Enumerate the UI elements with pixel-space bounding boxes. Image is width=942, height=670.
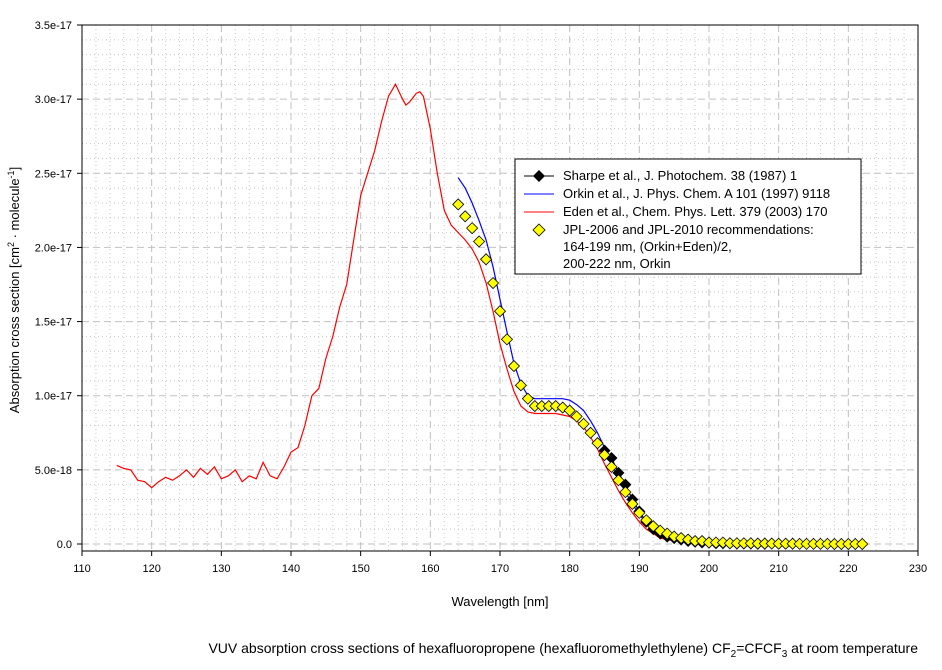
y-tick-label: 2.5e-17: [35, 168, 72, 180]
data-point-diamond: [514, 379, 527, 392]
data-point-diamond: [480, 253, 493, 266]
series-2: [116, 83, 675, 542]
data-point-diamond: [452, 198, 465, 211]
x-axis-label: Wavelength [nm]: [451, 594, 548, 609]
data-point-diamond: [668, 530, 681, 543]
legend-label-sharpe: Sharpe et al., J. Photochem. 38 (1987) 1: [563, 168, 797, 183]
x-tick-label: 150: [351, 563, 369, 575]
data-point-diamond: [612, 466, 625, 479]
x-tick-label: 210: [769, 563, 787, 575]
series-line: [116, 83, 675, 542]
grid: [81, 24, 919, 551]
data-point-diamond: [466, 222, 479, 235]
series-layer: [116, 83, 869, 551]
y-tick-label: 0.0: [57, 539, 72, 551]
y-axis-label: Absorption cross section [cm2 · molecule…: [6, 167, 22, 413]
y-tick-label: 3.0e-17: [35, 94, 72, 106]
data-point-diamond: [584, 426, 597, 439]
x-tick-label: 200: [700, 563, 718, 575]
data-point-diamond: [591, 437, 604, 450]
figure-caption: VUV absorption cross sections of hexaflu…: [208, 640, 918, 660]
data-point-diamond: [856, 537, 869, 551]
data-point-diamond: [647, 520, 660, 533]
x-tick-label: 160: [421, 563, 439, 575]
legend-box: [514, 158, 862, 275]
y-axis: 0.0 5.0e-18 1.0e-17 1.5e-17 2.0e-17 2.5e-17 3.…: [35, 20, 82, 551]
x-tick-label: 180: [560, 563, 578, 575]
data-point-diamond: [563, 404, 576, 417]
data-point-diamond: [459, 210, 472, 223]
data-point-diamond: [500, 333, 514, 346]
y-tick-label: 1.0e-17: [35, 391, 72, 403]
legend-label-orkin: Orkin et al., J. Phys. Chem. A 101 (1997…: [563, 186, 830, 201]
data-point-diamond: [521, 392, 534, 405]
x-tick-label: 220: [839, 563, 857, 575]
series-3: [452, 198, 869, 551]
x-tick-label: 190: [630, 563, 648, 575]
data-point-diamond: [640, 514, 653, 527]
data-point-diamond: [612, 474, 625, 487]
data-point-diamond: [507, 359, 520, 373]
x-tick-label: 130: [212, 563, 230, 575]
legend-label-jpl: JPL-2006 and JPL-2010 recommendations:: [563, 222, 814, 237]
x-axis: 110 120 130 140 150 160 170 180 190 200 210 220 230: [73, 551, 927, 575]
y-tick-label: 1.5e-17: [35, 317, 72, 329]
y-tick-label: 3.5e-17: [35, 20, 72, 32]
data-point-diamond: [626, 497, 639, 511]
y-tick-label: 2.0e-17: [35, 242, 72, 254]
legend: Sharpe et al., J. Photochem. 38 (1987) 1…: [514, 158, 862, 275]
data-point-diamond: [598, 448, 611, 462]
data-point-diamond: [486, 276, 500, 290]
data-point-diamond: [493, 305, 507, 318]
data-point-diamond: [570, 410, 583, 423]
data-point-diamond: [473, 235, 486, 248]
legend-label-jpl-line3: 200-222 nm, Orkin: [563, 256, 671, 271]
x-tick-label: 120: [142, 563, 160, 575]
series-0: [598, 444, 771, 550]
x-tick-label: 230: [909, 563, 927, 575]
legend-label-eden: Eden et al., Chem. Phys. Lett. 379 (2003…: [563, 204, 828, 219]
x-tick-label: 170: [491, 563, 509, 575]
data-point-diamond: [633, 506, 646, 519]
legend-jpl-diamond-icon: [532, 223, 546, 237]
data-point-diamond: [619, 486, 632, 499]
y-tick-label: 5.0e-18: [35, 465, 72, 477]
legend-sharpe-diamond-icon: [533, 170, 545, 182]
data-point-diamond: [675, 532, 688, 545]
x-tick-label: 110: [73, 563, 91, 575]
data-point-diamond: [605, 460, 618, 473]
legend-label-jpl-line2: 164-199 nm, (Orkin+Eden)/2,: [563, 239, 732, 254]
x-tick-label: 140: [282, 563, 300, 575]
data-point-diamond: [577, 417, 590, 430]
